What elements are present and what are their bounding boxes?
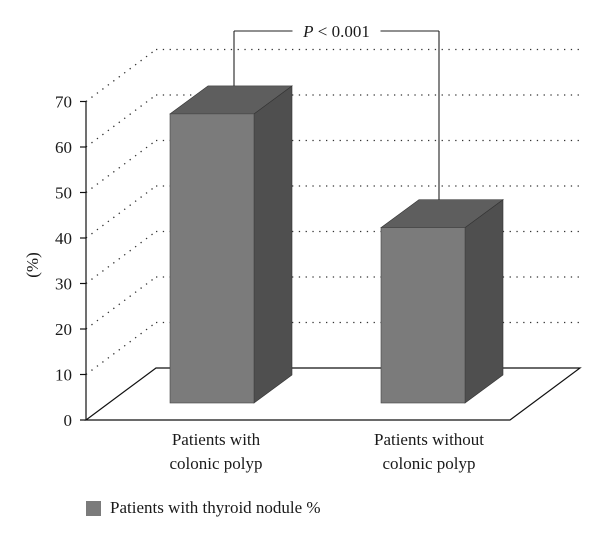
y-axis-label: (%) bbox=[23, 252, 42, 277]
y-tick-label: 10 bbox=[55, 366, 72, 385]
bar bbox=[380, 227, 466, 404]
bar-side bbox=[464, 199, 504, 404]
y-tick-label: 0 bbox=[64, 411, 73, 430]
bar bbox=[169, 113, 255, 404]
floor-outline bbox=[84, 367, 582, 421]
gridline-diagonal bbox=[85, 48, 157, 103]
legend-swatch bbox=[86, 500, 101, 516]
chart-floor bbox=[84, 367, 582, 421]
p-value-label: P < 0.001 bbox=[302, 22, 370, 41]
gridline-diagonal bbox=[85, 139, 157, 194]
y-tick-label: 70 bbox=[55, 93, 72, 112]
gridline-diagonal bbox=[85, 94, 157, 148]
legend-label: Patients with thyroid nodule % bbox=[110, 498, 321, 517]
gridlines bbox=[85, 48, 580, 376]
y-tick-label: 60 bbox=[55, 138, 72, 157]
category-label: colonic polyp bbox=[382, 454, 475, 473]
gridline-diagonal bbox=[85, 185, 157, 239]
y-axis: 0 10 20 30 40 50 60 70 bbox=[55, 93, 87, 430]
category-label: Patients with bbox=[172, 430, 261, 449]
gridline-diagonal bbox=[85, 230, 157, 285]
category-label: colonic polyp bbox=[169, 454, 262, 473]
y-tick-label: 20 bbox=[55, 320, 72, 339]
gridline-diagonal bbox=[85, 321, 157, 376]
bar-side bbox=[253, 85, 293, 404]
category-labels: Patients with colonic polyp Patients witho… bbox=[169, 430, 484, 473]
significance-annotation: P < 0.001 bbox=[233, 22, 440, 200]
y-tick-label: 30 bbox=[55, 275, 72, 294]
legend: Patients with thyroid nodule % bbox=[86, 498, 321, 518]
bars bbox=[169, 85, 504, 404]
y-tick-label: 50 bbox=[55, 184, 72, 203]
category-label: Patients without bbox=[374, 430, 484, 449]
gridline-diagonal bbox=[85, 276, 157, 330]
y-tick-label: 40 bbox=[55, 229, 72, 248]
